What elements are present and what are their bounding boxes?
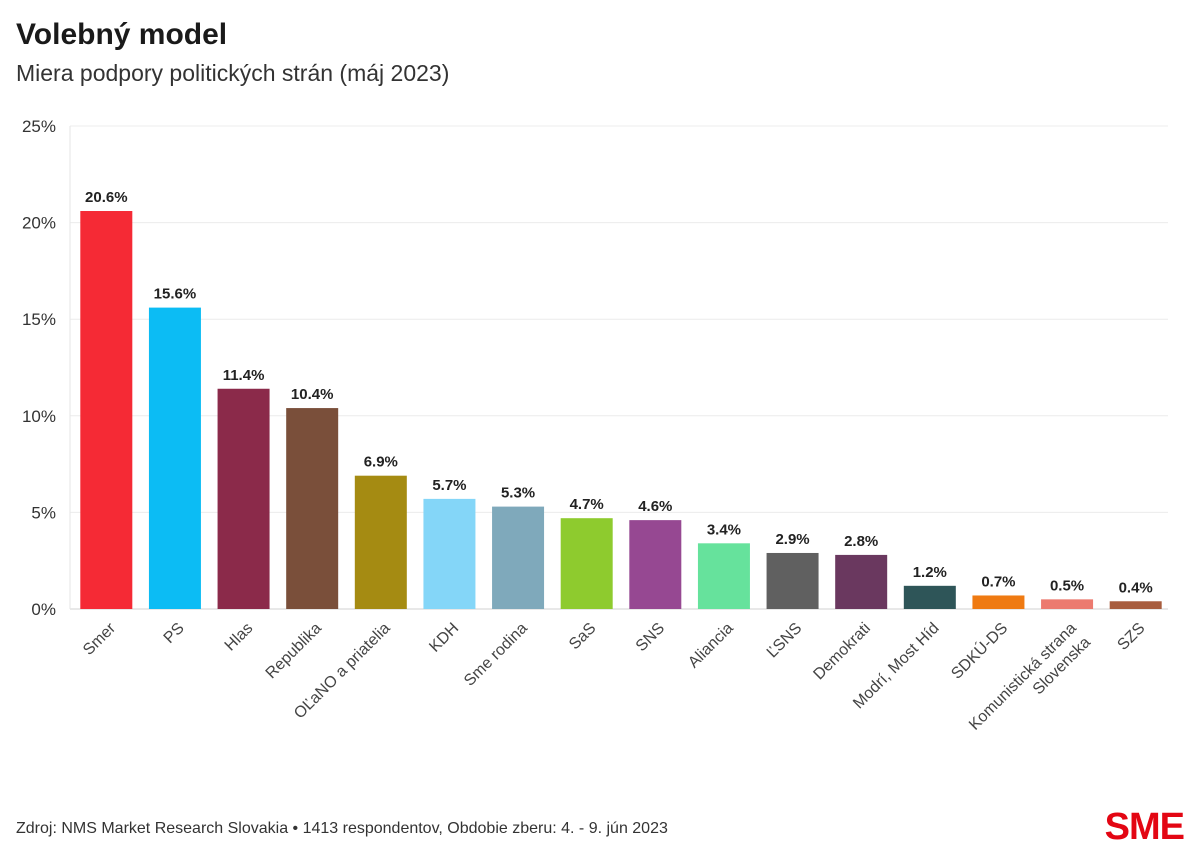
y-tick-label: 5% — [31, 503, 56, 522]
value-label: 5.3% — [501, 485, 535, 502]
bar — [148, 307, 201, 609]
bar — [629, 520, 682, 609]
x-tick-label-line: SNS — [633, 620, 668, 655]
bars-layer — [80, 211, 1162, 609]
value-label: 5.7% — [432, 477, 466, 494]
value-label: 2.9% — [775, 531, 809, 548]
bar — [1041, 599, 1094, 609]
y-tick-label: 15% — [22, 310, 56, 329]
bar — [835, 554, 888, 609]
x-tick-label-line: KDH — [426, 620, 462, 656]
x-tick-label-line: SZS — [1114, 620, 1148, 654]
x-tick-label: Republika — [263, 620, 325, 682]
value-label: 0.7% — [981, 573, 1015, 590]
x-tick-label: Sme rodina — [461, 620, 531, 690]
value-label: 20.6% — [85, 189, 128, 206]
bar-chart: 0% 5% 10% 15% 20% 25% 20.6% Smer 15.6% PS 11.4% Hla… — [22, 117, 1168, 734]
bar — [286, 408, 339, 609]
value-label: 2.8% — [844, 533, 878, 550]
x-tick-label-line: Republika — [263, 620, 325, 682]
value-label: 11.4% — [223, 367, 265, 384]
x-tick-label-line: Sme rodina — [461, 620, 531, 690]
bar — [423, 498, 476, 609]
x-tick-label-line: PS — [161, 620, 188, 647]
x-tick-label: SZS — [1114, 620, 1148, 654]
chart-subtitle: Miera podpory politických strán (máj 202… — [16, 60, 450, 86]
bar — [492, 506, 545, 609]
x-tick-label: Hlas — [222, 620, 257, 655]
value-label: 4.7% — [570, 496, 604, 513]
x-tick-label-line: SDKÚ-DS — [947, 618, 1011, 682]
bar — [903, 585, 956, 609]
x-tick-label-line: SaS — [566, 620, 599, 653]
y-tick-label: 0% — [31, 600, 56, 619]
x-tick-label: ĽSNS — [764, 620, 806, 662]
bar — [560, 518, 613, 609]
x-tick-label: SDKÚ-DS — [947, 618, 1011, 682]
bar — [1109, 601, 1162, 609]
x-tick-label: PS — [161, 620, 188, 647]
bar — [217, 388, 270, 609]
value-label: 1.2% — [913, 564, 947, 581]
y-tick-label: 10% — [22, 407, 56, 426]
x-tick-label-line: Hlas — [222, 620, 257, 655]
sme-logo: SME — [1104, 806, 1185, 848]
bar — [354, 475, 407, 609]
value-label: 3.4% — [707, 521, 741, 538]
bar — [80, 211, 133, 609]
value-label: 15.6% — [154, 286, 197, 303]
x-tick-label-line: ĽSNS — [764, 620, 806, 662]
bar — [972, 595, 1025, 609]
x-tick-label: KDH — [426, 620, 462, 656]
x-tick-label-line: Demokrati — [810, 620, 874, 684]
bar — [697, 543, 750, 609]
y-tick-label: 25% — [22, 117, 56, 136]
value-label: 0.5% — [1050, 577, 1084, 594]
x-tick-label: SNS — [633, 620, 668, 655]
value-label: 10.4% — [291, 386, 334, 403]
source-note: Zdroj: NMS Market Research Slovakia • 14… — [16, 820, 668, 837]
value-label: 6.9% — [364, 454, 398, 471]
x-tick-label: Demokrati — [810, 620, 874, 684]
value-label: 4.6% — [638, 498, 672, 515]
chart-title: Volebný model — [16, 18, 228, 51]
y-tick-label: 20% — [22, 214, 56, 233]
x-tick-label: Aliancia — [685, 620, 737, 672]
x-tick-label: Smer — [80, 619, 120, 659]
value-label: 0.4% — [1119, 579, 1153, 596]
x-tick-label: SaS — [566, 620, 599, 653]
bar — [766, 552, 819, 609]
x-tick-label-line: Smer — [80, 619, 120, 659]
x-tick-label-line: Aliancia — [685, 620, 737, 672]
